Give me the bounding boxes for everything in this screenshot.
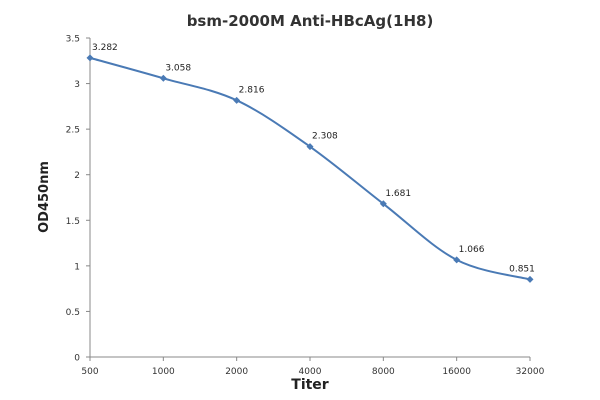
chart-title: bsm-2000M Anti-HBcAg(1H8)	[187, 12, 434, 30]
data-label: 1.066	[459, 245, 485, 255]
y-tick-label: 1.5	[66, 217, 80, 227]
y-tick-label: 3	[74, 80, 80, 90]
data-label: 2.308	[312, 132, 338, 142]
data-point	[526, 275, 534, 283]
data-point	[306, 143, 314, 151]
y-axis-label: OD450nm	[37, 161, 52, 233]
data-point	[379, 200, 387, 208]
y-tick-label: 0.5	[66, 308, 80, 318]
x-axis-label: Titer	[291, 377, 329, 393]
y-tick-label: 3.5	[66, 35, 80, 45]
y-tick-label: 0	[74, 354, 80, 364]
y-tick-label: 2	[74, 171, 80, 181]
data-point	[453, 256, 461, 264]
x-tick-label: 2000	[225, 367, 248, 377]
data-label: 2.816	[239, 85, 265, 95]
data-label: 3.058	[165, 63, 191, 73]
x-tick-label: 4000	[299, 367, 322, 377]
data-label: 0.851	[509, 264, 535, 274]
data-point	[233, 96, 241, 104]
data-point	[86, 54, 94, 62]
x-tick-label: 8000	[372, 367, 395, 377]
x-tick-label: 500	[81, 367, 98, 377]
y-tick-label: 2.5	[66, 126, 80, 136]
x-tick-label: 32000	[516, 367, 545, 377]
data-label: 1.681	[385, 189, 411, 199]
data-point	[159, 74, 167, 82]
y-tick-label: 1	[74, 262, 80, 272]
x-tick-label: 1000	[152, 367, 175, 377]
x-tick-label: 16000	[442, 367, 471, 377]
data-label: 3.282	[92, 43, 118, 53]
